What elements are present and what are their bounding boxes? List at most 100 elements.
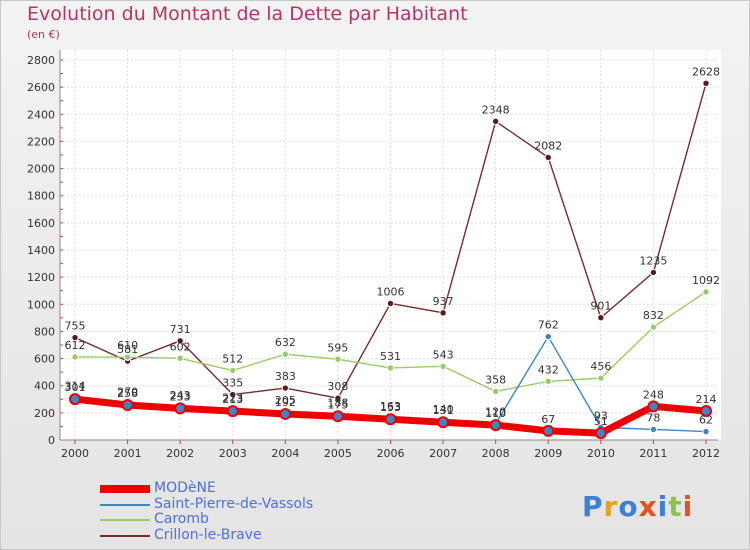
data-point-caromb <box>176 354 184 362</box>
data-point-crillon <box>71 333 79 342</box>
data-point-modene <box>331 410 344 423</box>
data-label-crillon: 335 <box>222 377 243 390</box>
logo-letter: i <box>682 490 694 523</box>
x-tick-label: 2001 <box>114 447 142 460</box>
data-point-crillon <box>229 390 237 399</box>
logo-letter: o <box>618 490 639 523</box>
data-label-modene: 175 <box>327 398 348 411</box>
data-point-saint-pierre <box>702 427 710 436</box>
chart-title: Evolution du Montant de la Dette par Hab… <box>27 3 468 25</box>
data-label-caromb: 531 <box>380 350 401 363</box>
data-point-caromb <box>281 350 290 358</box>
data-label-saint-pierre: 314 <box>65 379 86 392</box>
data-label-crillon: 755 <box>65 320 86 333</box>
data-point-modene <box>437 416 450 429</box>
data-point-modene <box>121 398 134 411</box>
x-tick-label: 2006 <box>377 447 405 460</box>
data-label-saint-pierre: 243 <box>170 389 191 402</box>
x-tick-label: 2009 <box>534 447 562 460</box>
x-tick-label: 2012 <box>692 447 720 460</box>
data-label-caromb: 610 <box>117 339 138 352</box>
data-label-crillon: 2348 <box>482 103 510 116</box>
data-point-modene <box>700 404 712 417</box>
data-point-crillon <box>176 337 184 345</box>
data-point-crillon <box>281 384 290 392</box>
data-point-crillon <box>597 314 605 322</box>
data-label-caromb: 432 <box>538 363 559 376</box>
data-point-caromb <box>123 353 132 361</box>
data-label-saint-pierre: 762 <box>538 319 559 332</box>
data-point-caromb <box>229 366 237 375</box>
y-tick-label: 0 <box>48 434 55 447</box>
data-label-caromb: 512 <box>222 353 243 366</box>
data-point-caromb <box>597 374 605 382</box>
data-label-saint-pierre: 120 <box>485 406 506 419</box>
x-tick-label: 2003 <box>219 447 247 460</box>
data-label-crillon: 383 <box>275 370 296 383</box>
data-label-caromb: 358 <box>485 373 506 386</box>
y-tick-label: 400 <box>34 380 55 393</box>
y-tick-label: 2000 <box>27 163 55 176</box>
data-label-crillon: 581 <box>117 343 138 356</box>
data-label-saint-pierre: 78 <box>646 411 660 424</box>
data-point-crillon <box>491 117 500 126</box>
y-tick-label: 200 <box>34 407 55 420</box>
data-label-modene: 153 <box>380 401 401 414</box>
y-tick-label: 2400 <box>27 108 55 121</box>
data-label-caromb: 612 <box>65 339 86 352</box>
data-label-caromb: 1092 <box>692 274 720 287</box>
legend-swatch-caromb <box>100 519 150 521</box>
x-tick-label: 2005 <box>324 447 352 460</box>
legend-swatch-modene <box>100 485 150 493</box>
data-point-crillon <box>439 309 447 317</box>
logo-letter: x <box>638 490 658 523</box>
y-tick-label: 1000 <box>27 298 55 311</box>
data-point-caromb <box>386 364 395 372</box>
data-label-saint-pierre: 62 <box>699 414 713 427</box>
data-label-modene: 131 <box>433 404 454 417</box>
data-label-modene: 67 <box>541 413 555 426</box>
data-point-modene <box>174 402 187 415</box>
y-tick-label: 2800 <box>27 54 55 67</box>
data-label-caromb: 632 <box>275 336 296 349</box>
legend-label-saint-pierre: Saint-Pierre-de-Vassols <box>154 495 314 512</box>
legend-label-crillon: Crillon-le-Brave <box>154 526 262 543</box>
y-tick-label: 1200 <box>27 271 55 284</box>
data-point-caromb <box>71 353 79 361</box>
data-point-caromb <box>702 288 710 296</box>
chart-subtitle: (en €) <box>27 28 60 41</box>
data-label-saint-pierre: 93 <box>594 409 608 422</box>
x-tick-label: 2000 <box>61 447 89 460</box>
logo-letter: r <box>603 490 619 523</box>
y-tick-label: 600 <box>34 353 55 366</box>
logo-letter: t <box>668 490 683 523</box>
data-label-saint-pierre: 223 <box>222 392 243 405</box>
plot-area <box>60 50 721 440</box>
data-label-crillon: 308 <box>327 380 348 393</box>
data-point-modene <box>279 407 292 420</box>
data-label-saint-pierre: 188 <box>327 396 348 409</box>
x-tick-label: 2010 <box>587 447 615 460</box>
data-label-caromb: 595 <box>327 341 348 354</box>
y-tick-label: 2600 <box>27 81 55 94</box>
data-label-caromb: 602 <box>170 340 191 353</box>
legend-swatch-saint-pierre <box>100 503 150 506</box>
proxiti-logo: Proxiti <box>582 490 693 523</box>
x-tick-label: 2004 <box>271 447 299 460</box>
data-point-modene <box>594 427 607 440</box>
data-point-modene <box>384 413 397 426</box>
y-tick-label: 800 <box>34 325 55 338</box>
legend-swatch-crillon <box>100 534 150 537</box>
data-point-caromb <box>544 377 552 386</box>
legend-label-modene: MODèNE <box>154 480 216 496</box>
data-point-crillon <box>702 79 710 88</box>
data-point-crillon <box>386 299 395 308</box>
data-point-caromb <box>649 323 658 331</box>
data-label-modene: 214 <box>696 393 717 406</box>
data-label-crillon: 2628 <box>692 65 720 78</box>
data-label-modene: 213 <box>222 393 243 406</box>
data-point-caromb <box>334 355 342 363</box>
data-label-modene: 51 <box>594 415 608 428</box>
data-label-modene: 301 <box>65 381 86 394</box>
data-point-crillon <box>649 268 658 277</box>
